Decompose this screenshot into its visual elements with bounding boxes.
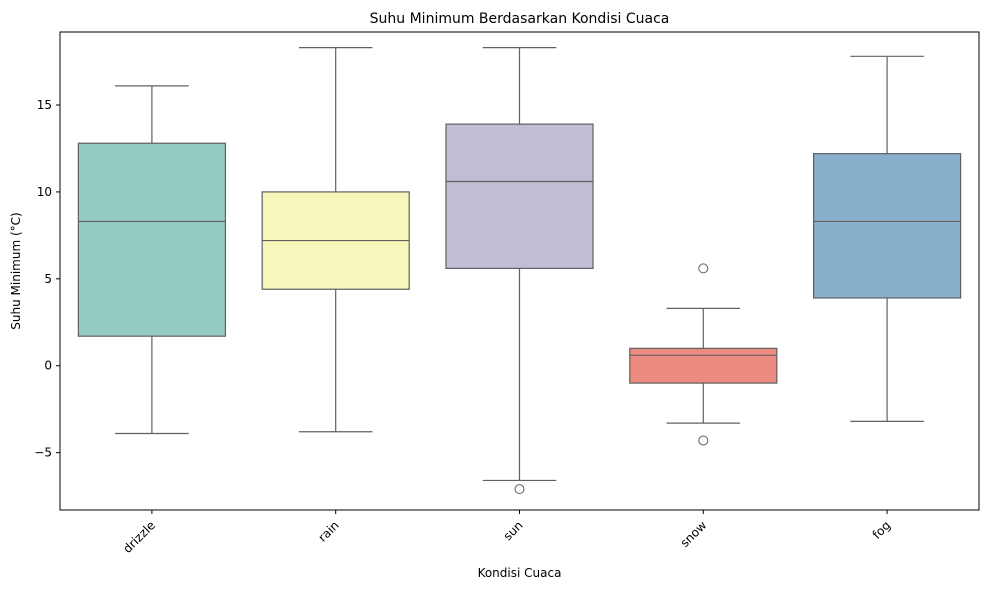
box-iqr <box>445 123 594 269</box>
box-iqr <box>77 142 227 337</box>
box-fog <box>812 55 962 422</box>
outlier-point <box>698 435 709 446</box>
box-iqr <box>629 347 778 384</box>
x-axis-label: Kondisi Cuaca <box>478 566 562 580</box>
y-axis-label: Suhu Minimum (°C) <box>9 212 23 329</box>
chart-title: Suhu Minimum Berdasarkan Kondisi Cuaca <box>370 11 670 27</box>
outlier-point <box>514 484 525 495</box>
y-tick-label: 10 <box>37 185 52 199</box>
box-iqr <box>812 153 962 299</box>
outlier-point <box>698 263 709 274</box>
box-rain <box>261 47 410 433</box>
box-sun <box>445 47 594 495</box>
y-tick-label: 0 <box>44 359 52 373</box>
box-drizzle <box>77 85 227 435</box>
box-snow <box>629 263 778 446</box>
y-tick-label: −5 <box>34 446 52 460</box>
y-tick-label: 15 <box>37 98 52 112</box>
plot-area <box>77 47 962 495</box>
y-axis: −5 0 5 10 15 <box>34 98 60 460</box>
y-tick-label: 5 <box>44 272 52 286</box>
